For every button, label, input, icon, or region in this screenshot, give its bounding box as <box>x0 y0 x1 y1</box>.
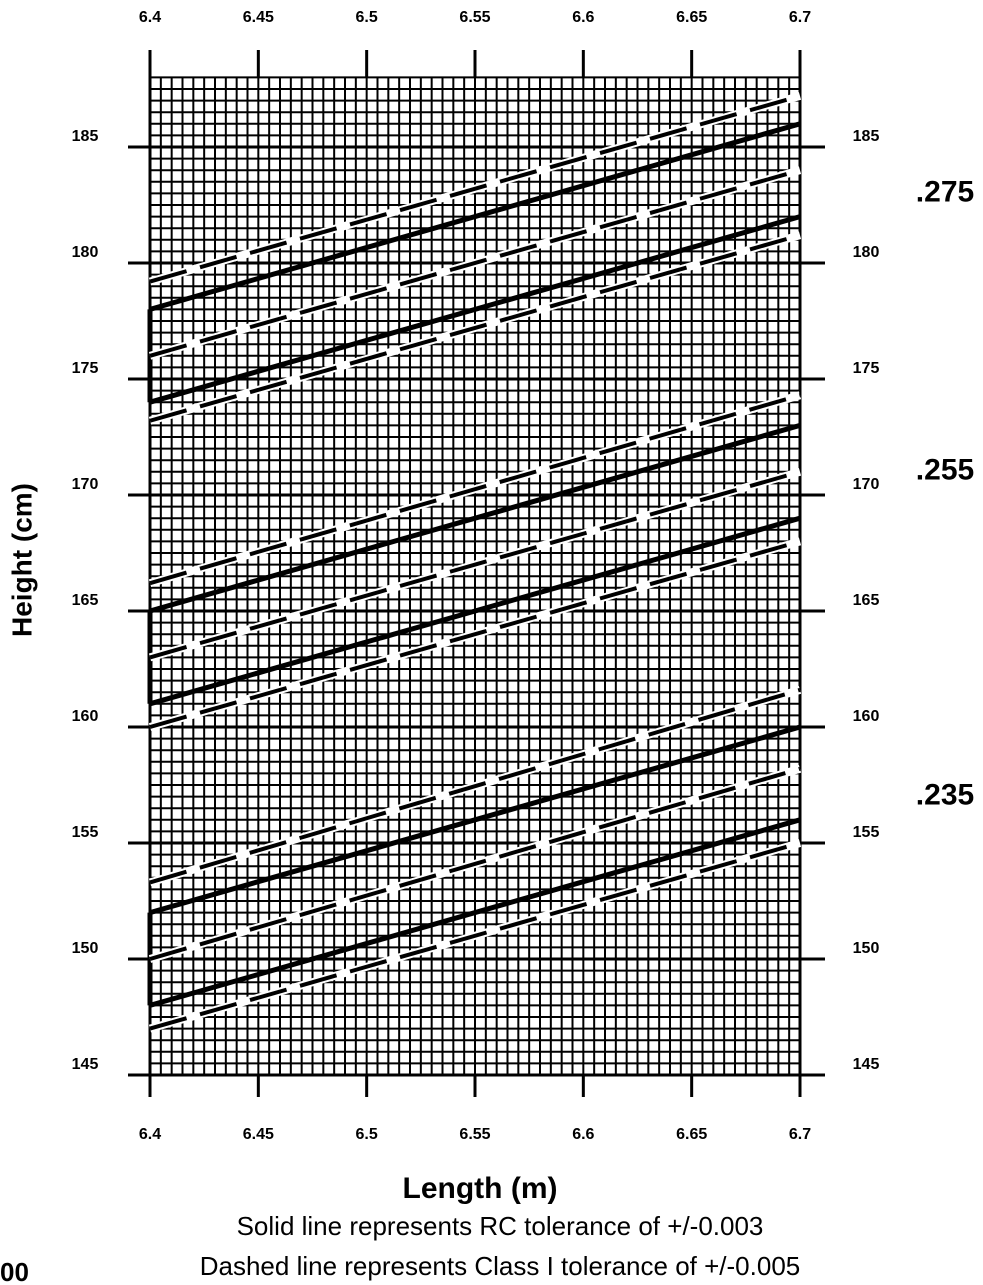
solid-line <box>149 515 801 707</box>
x-tick-label: 6.45 <box>243 1126 274 1143</box>
y-tick-label: 175 <box>853 360 880 377</box>
x-tick-label: 6.55 <box>459 1126 490 1143</box>
x-tick-label: 6.5 <box>356 1126 378 1143</box>
x-tick-label: 6.6 <box>572 1126 594 1143</box>
y-tick-label: 170 <box>853 476 880 493</box>
x-tick-label: 6.45 <box>243 9 274 26</box>
dashed-line <box>149 233 801 423</box>
dashed-line <box>149 469 801 660</box>
y-tick-label: 155 <box>72 824 99 841</box>
y-tick-label: 145 <box>72 1056 99 1073</box>
y-tick-label: 170 <box>72 476 99 493</box>
dashed-line <box>149 841 801 1031</box>
x-tick-label: 6.4 <box>139 9 161 26</box>
dashed-line <box>149 168 801 358</box>
solid-line <box>149 422 801 614</box>
corner-text: 00 <box>0 1257 29 1285</box>
x-axis-label: Length (m) <box>403 1172 558 1205</box>
dashed-line <box>149 766 801 961</box>
x-tick-label: 6.65 <box>676 9 707 26</box>
y-tick-label: 180 <box>853 244 880 261</box>
solid-line <box>149 817 801 1008</box>
y-tick-label: 175 <box>72 360 99 377</box>
dashed-line <box>149 94 801 284</box>
x-tick-label: 6.65 <box>676 1126 707 1143</box>
y-tick-label: 160 <box>72 708 99 725</box>
x-tick-label: 6.7 <box>789 1126 811 1143</box>
solid-line <box>149 121 801 312</box>
annotation: .235 <box>916 779 974 812</box>
y-axis-label: Height (cm) <box>6 483 37 637</box>
y-tick-label: 180 <box>72 244 99 261</box>
dashed-line <box>149 687 801 885</box>
y-tick-label: 185 <box>72 128 99 145</box>
x-tick-label: 6.6 <box>572 9 594 26</box>
x-tick-label: 6.7 <box>789 9 811 26</box>
y-tick-label: 185 <box>853 128 880 145</box>
solid-line <box>149 724 801 916</box>
x-tick-label: 6.55 <box>459 9 490 26</box>
note: Solid line represents RC tolerance of +/… <box>237 1211 764 1241</box>
y-tick-label: 160 <box>853 708 880 725</box>
y-tick-label: 150 <box>72 940 99 957</box>
dashed-line <box>149 393 801 586</box>
y-tick-label: 165 <box>72 592 99 609</box>
y-tick-label: 165 <box>853 592 880 609</box>
note: Dashed line represents Class I tolerance… <box>200 1251 801 1281</box>
x-tick-label: 6.5 <box>356 9 378 26</box>
y-tick-label: 155 <box>853 824 880 841</box>
annotation: .255 <box>916 454 974 487</box>
annotation: .275 <box>916 175 974 208</box>
y-tick-label: 145 <box>853 1056 880 1073</box>
y-tick-label: 150 <box>853 940 880 957</box>
solid-line <box>149 214 801 405</box>
dashed-line <box>149 539 801 729</box>
x-tick-label: 6.4 <box>139 1126 161 1143</box>
